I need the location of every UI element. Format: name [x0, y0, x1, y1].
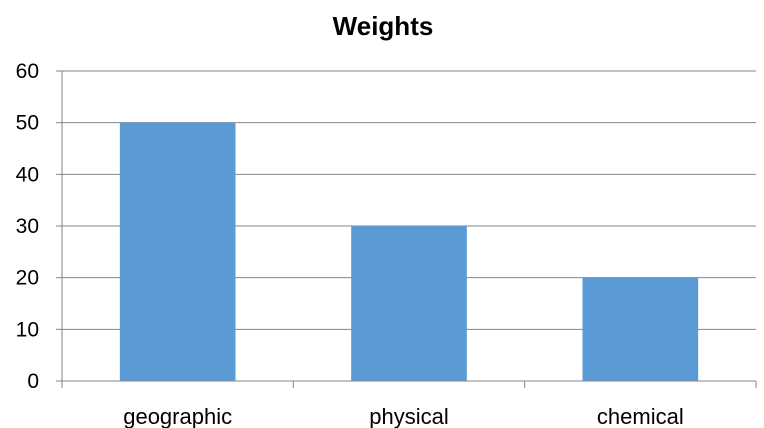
y-tick-label: 30 — [16, 215, 39, 238]
y-tick-label: 50 — [16, 112, 39, 135]
axes — [61, 71, 757, 388]
bars — [119, 122, 699, 382]
chart-title: Weights — [333, 11, 434, 41]
bar-chemical — [582, 277, 699, 381]
bar-physical — [351, 226, 467, 381]
y-tick-label: 0 — [27, 370, 39, 393]
x-tick-label: chemical — [597, 404, 684, 428]
y-tick-label: 40 — [16, 163, 39, 186]
y-tick-labels: 0 10 20 30 40 50 60 — [16, 60, 39, 393]
y-tick-label: 20 — [16, 267, 39, 290]
bar-geographic — [119, 122, 236, 382]
x-tick-label: geographic — [123, 404, 232, 428]
x-tick-label: physical — [369, 404, 448, 428]
y-tick-label: 60 — [16, 60, 39, 83]
y-tick-label: 10 — [16, 318, 39, 341]
x-tick-labels: geographic physical chemical — [123, 404, 684, 428]
